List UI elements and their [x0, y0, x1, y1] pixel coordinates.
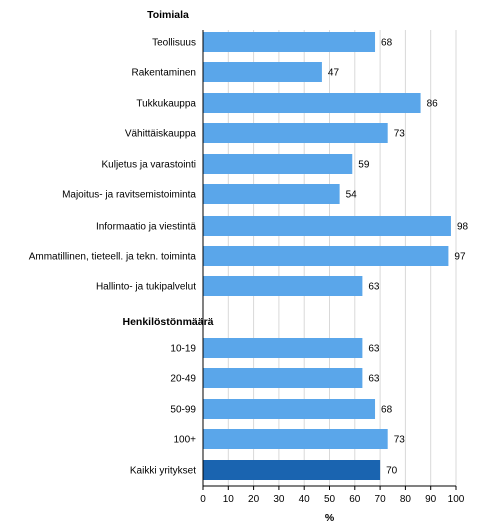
- category-label: Tukkukauppa: [136, 99, 196, 110]
- category-label: Hallinto- ja tukipalvelut: [96, 282, 196, 293]
- x-tick-label: 70: [375, 494, 387, 505]
- x-tick-label: 30: [273, 494, 285, 505]
- data-label: 63: [368, 282, 380, 293]
- data-label: 73: [394, 435, 406, 446]
- data-label: 47: [328, 68, 340, 79]
- category-label: Teollisuus: [152, 38, 196, 49]
- bar: [203, 338, 363, 358]
- category-label: Majoitus- ja ravitsemistoiminta: [62, 190, 196, 201]
- bar: [203, 399, 376, 419]
- x-tick-label: 40: [299, 494, 311, 505]
- labels: Toimiala Teollisuus 68 Rakentaminen 47 Tukkuk…: [29, 9, 469, 477]
- bar: [203, 184, 340, 204]
- category-label: Informaatio ja viestintä: [96, 222, 196, 233]
- data-label: 63: [368, 344, 380, 355]
- bar: [203, 246, 449, 266]
- bar: [203, 276, 363, 296]
- bar: [203, 460, 381, 480]
- bar: [203, 368, 363, 388]
- data-label: 68: [381, 38, 393, 49]
- x-tick-label: 90: [425, 494, 437, 505]
- data-label: 70: [386, 466, 398, 477]
- bar: [203, 154, 353, 174]
- category-label: Ammatillinen, tieteell. ja tekn. toimint…: [29, 252, 197, 263]
- data-label: 68: [381, 405, 393, 416]
- x-tick-label: 0: [200, 494, 206, 505]
- category-label: 20-49: [170, 374, 196, 385]
- x-tick-label: 100: [448, 494, 465, 505]
- x-tick-label: 10: [223, 494, 235, 505]
- category-label: 100+: [173, 435, 196, 446]
- bars: [203, 32, 451, 480]
- bar: [203, 216, 451, 236]
- data-label: 59: [358, 160, 370, 171]
- data-label: 63: [368, 374, 380, 385]
- data-label: 54: [346, 190, 358, 201]
- bar: [203, 62, 322, 82]
- group-heading: Henkilöstönmäärä: [122, 316, 213, 328]
- data-label: 86: [427, 99, 439, 110]
- category-label: Kaikki yritykset: [130, 466, 196, 477]
- data-label: 97: [454, 252, 466, 263]
- x-tick-label: 20: [248, 494, 260, 505]
- bar: [203, 429, 388, 449]
- x-tick-label: 80: [400, 494, 412, 505]
- bar: [203, 32, 376, 52]
- x-tick-label: 60: [349, 494, 361, 505]
- bar: [203, 123, 388, 143]
- data-label: 73: [394, 129, 406, 140]
- x-tick-label: 50: [324, 494, 336, 505]
- data-label: 98: [457, 222, 469, 233]
- category-label: Rakentaminen: [132, 68, 196, 79]
- x-axis-title: %: [325, 512, 335, 524]
- category-label: Vähittäiskauppa: [125, 129, 197, 140]
- group-heading: Toimiala: [147, 9, 189, 21]
- x-axis: 0 10 20 30 40 50 60 70 80 90 100: [200, 30, 465, 505]
- category-label: 10-19: [170, 344, 196, 355]
- category-label: Kuljetus ja varastointi: [102, 160, 197, 171]
- category-label: 50-99: [170, 405, 196, 416]
- bar: [203, 93, 421, 113]
